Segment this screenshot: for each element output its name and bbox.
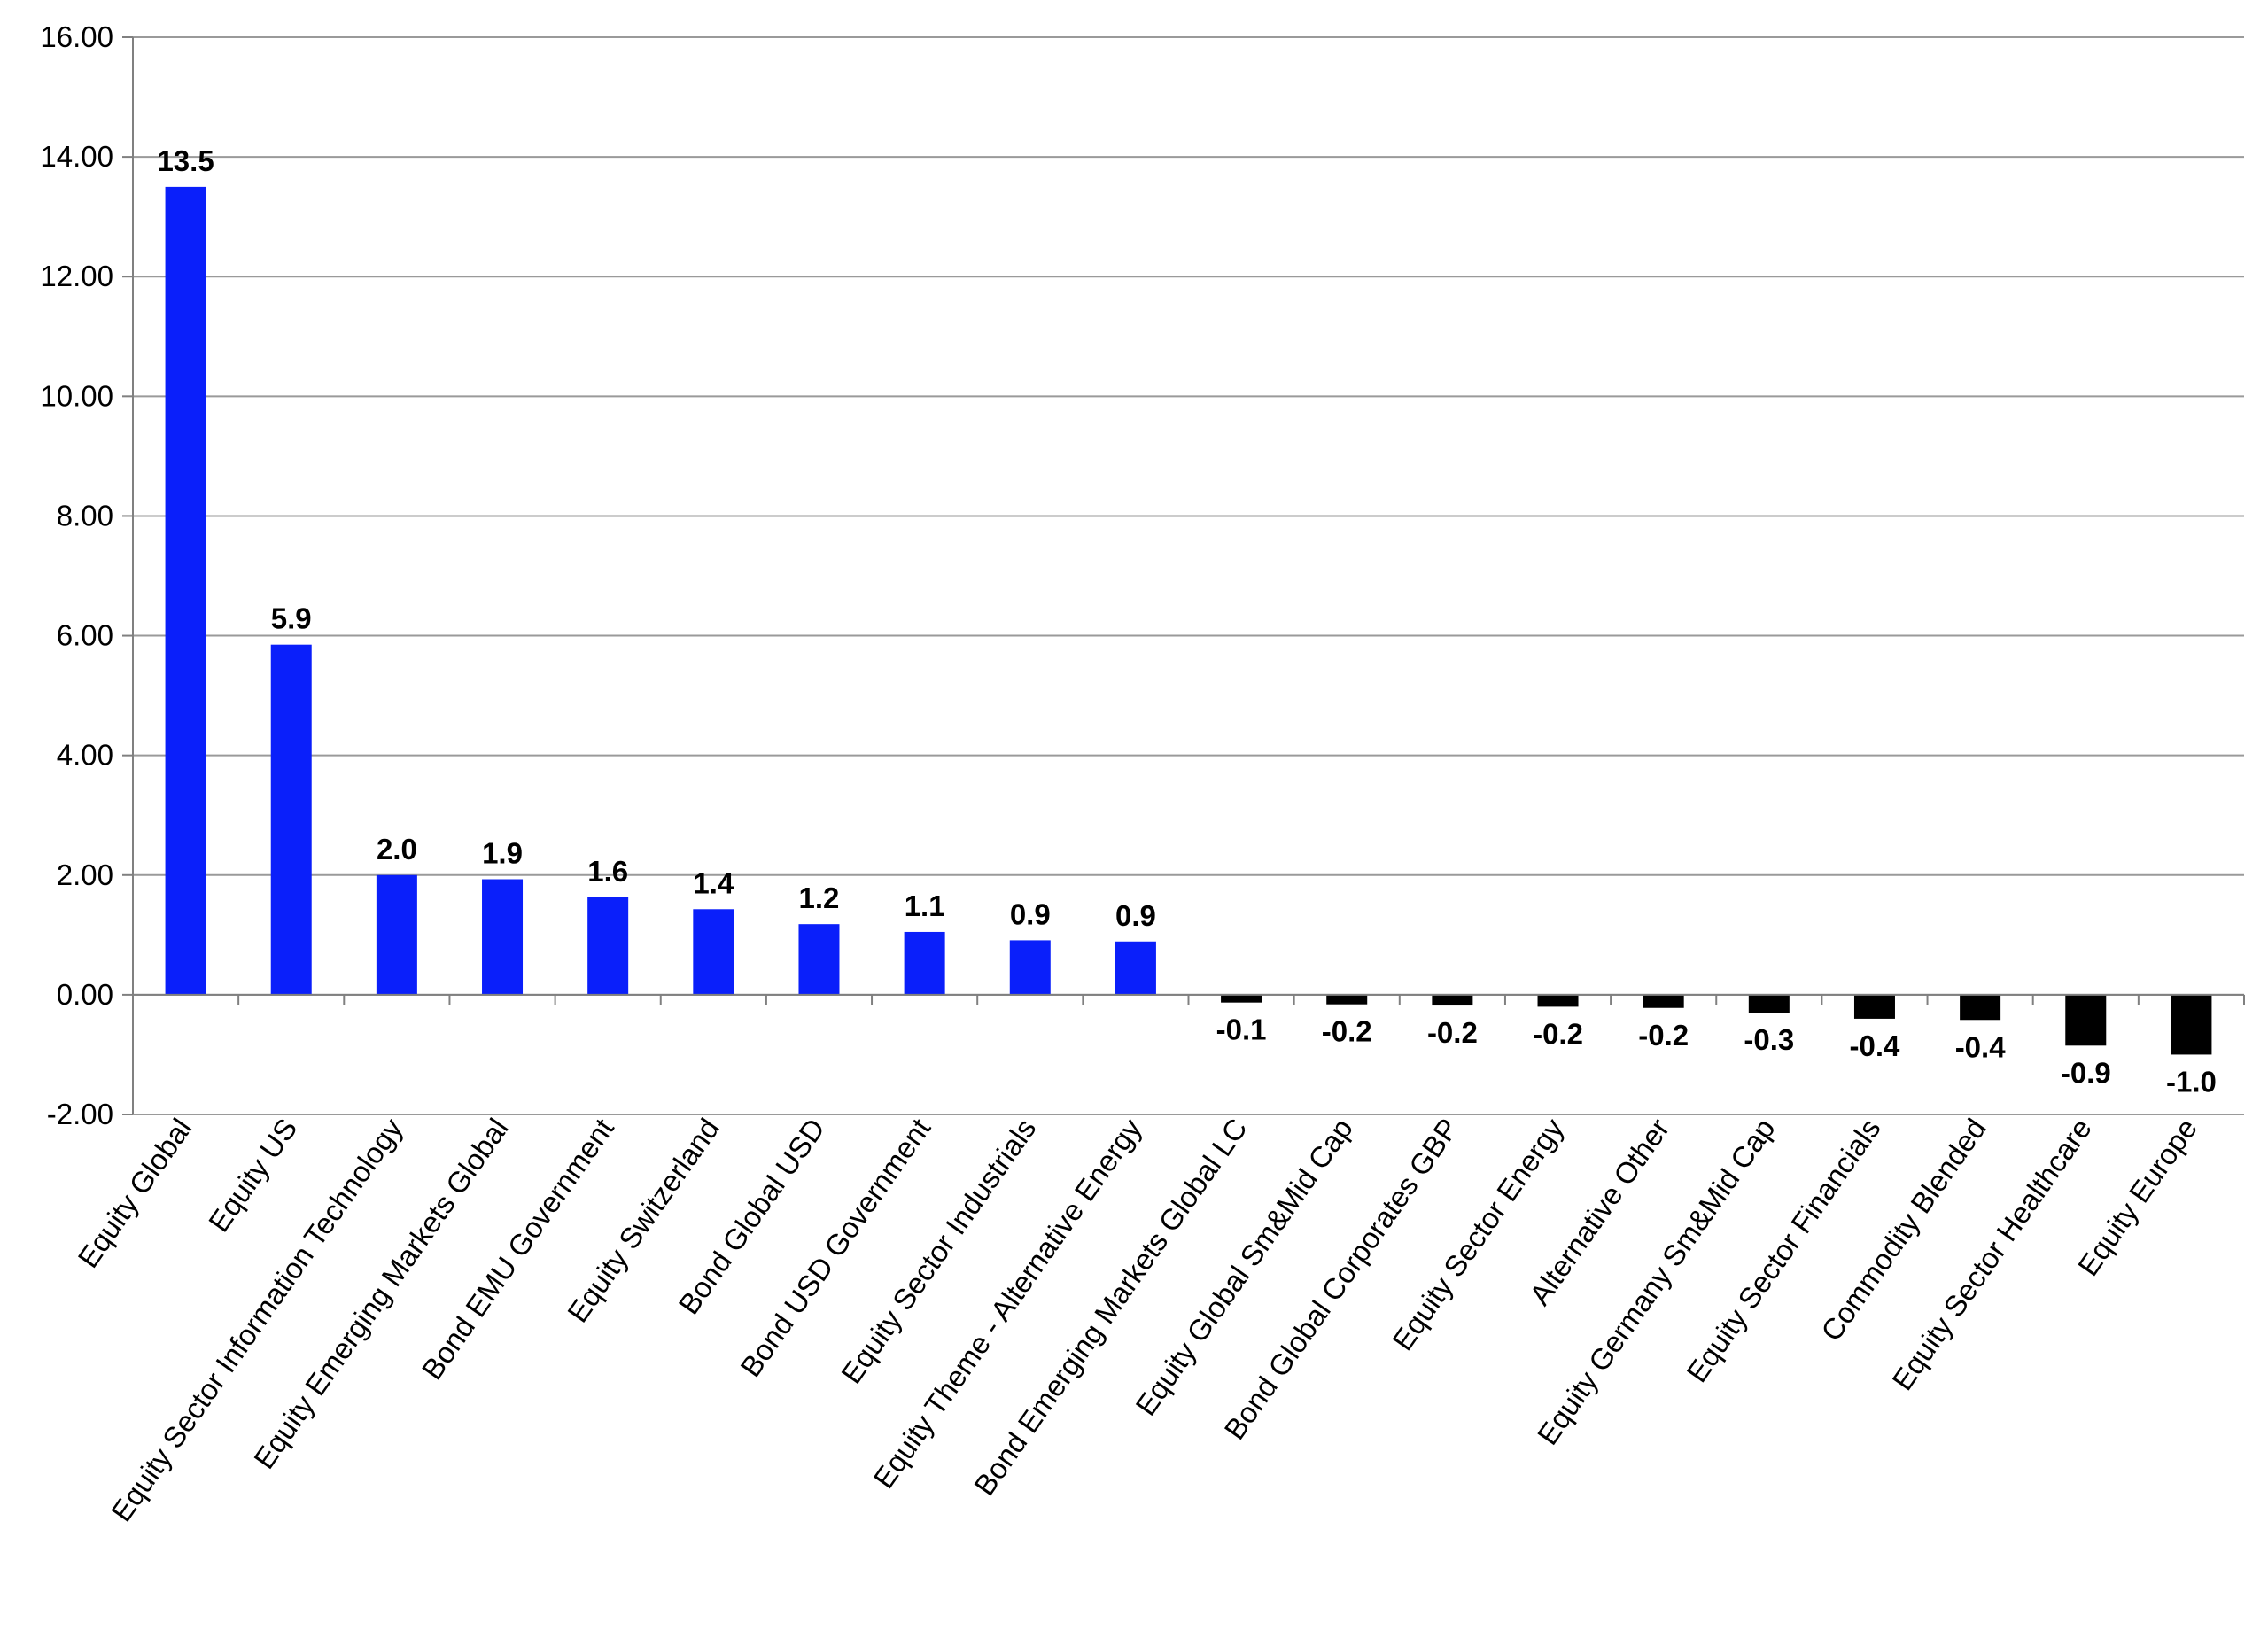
data-label: 5.9: [271, 602, 312, 635]
category-label: Bond EMU Government: [416, 1113, 620, 1386]
bar: [1221, 994, 1262, 1003]
y-tick-label: 12.00: [40, 260, 113, 292]
bar: [587, 897, 629, 995]
data-label: 1.6: [587, 855, 628, 888]
data-label: -0.9: [2061, 1056, 2111, 1089]
bar: [1748, 994, 1790, 1013]
bar: [1115, 941, 1156, 995]
category-label: Equity Sector Financials: [1680, 1113, 1886, 1388]
category-label: Equity Sector Industrials: [835, 1113, 1042, 1390]
bar: [1960, 994, 2001, 1021]
data-label: 0.9: [1010, 897, 1051, 930]
bar: [904, 931, 945, 995]
y-tick-label: 8.00: [57, 499, 113, 532]
y-tick-label: 16.00: [40, 20, 113, 53]
bar: [798, 924, 840, 995]
category-label: Equity US: [202, 1113, 303, 1238]
bar: [1853, 994, 1895, 1019]
bar: [270, 644, 312, 995]
data-label: 1.2: [799, 881, 840, 914]
gridlines: [133, 36, 2244, 1115]
y-axis-tick-labels: -2.00 0.00 2.00 4.00 6.00 8.00 10.00 12.00 14.00…: [40, 20, 113, 1130]
data-label: 1.9: [482, 837, 523, 870]
data-label: 2.0: [377, 833, 417, 866]
y-tick-label: 10.00: [40, 379, 113, 412]
bar: [482, 879, 524, 995]
data-label: -0.4: [1850, 1029, 1901, 1062]
data-label: -0.2: [1322, 1015, 1372, 1048]
data-label: 1.1: [905, 889, 945, 922]
data-label: -0.1: [1216, 1013, 1267, 1046]
bar: [1432, 994, 1473, 1006]
y-tick-label: 14.00: [40, 140, 113, 173]
bar: [165, 186, 206, 995]
bar: [693, 909, 734, 995]
category-label: Equity Sector Healthcare: [1885, 1113, 2098, 1396]
bar: [376, 874, 417, 995]
data-label: -0.2: [1638, 1019, 1689, 1052]
data-label: -1.0: [2166, 1065, 2217, 1098]
y-tick-label: 0.00: [57, 978, 113, 1011]
category-label: Equity Global Sm&Mid Cap: [1129, 1113, 1359, 1422]
category-label: Equity Global: [71, 1113, 198, 1274]
axes: [122, 36, 2245, 1115]
bar: [2065, 994, 2107, 1046]
y-tick-label: 6.00: [57, 619, 113, 652]
bar: [1326, 994, 1368, 1005]
y-tick-label: 2.00: [57, 858, 113, 891]
bar: [2171, 994, 2212, 1055]
bar: [1537, 994, 1579, 1007]
bars: [165, 186, 2212, 1055]
bar: [1643, 994, 1684, 1008]
data-label: -0.2: [1427, 1016, 1478, 1049]
data-label: -0.4: [1955, 1030, 2007, 1063]
data-label: 13.5: [157, 144, 214, 177]
data-label: -0.3: [1744, 1023, 1794, 1056]
y-tick-label: 4.00: [57, 739, 113, 772]
data-label: -0.2: [1533, 1017, 1583, 1050]
data-label: 0.9: [1115, 899, 1156, 932]
data-label: 1.4: [693, 866, 734, 899]
bar: [1009, 940, 1051, 995]
category-label: Bond USD Government: [734, 1113, 936, 1383]
y-tick-label: -2.00: [47, 1098, 113, 1130]
data-labels: 13.5 5.9 2.0 1.9 1.6 1.4 1.2 1.1 0.9 0.9 -0.1 -0.2 -…: [157, 144, 2216, 1099]
